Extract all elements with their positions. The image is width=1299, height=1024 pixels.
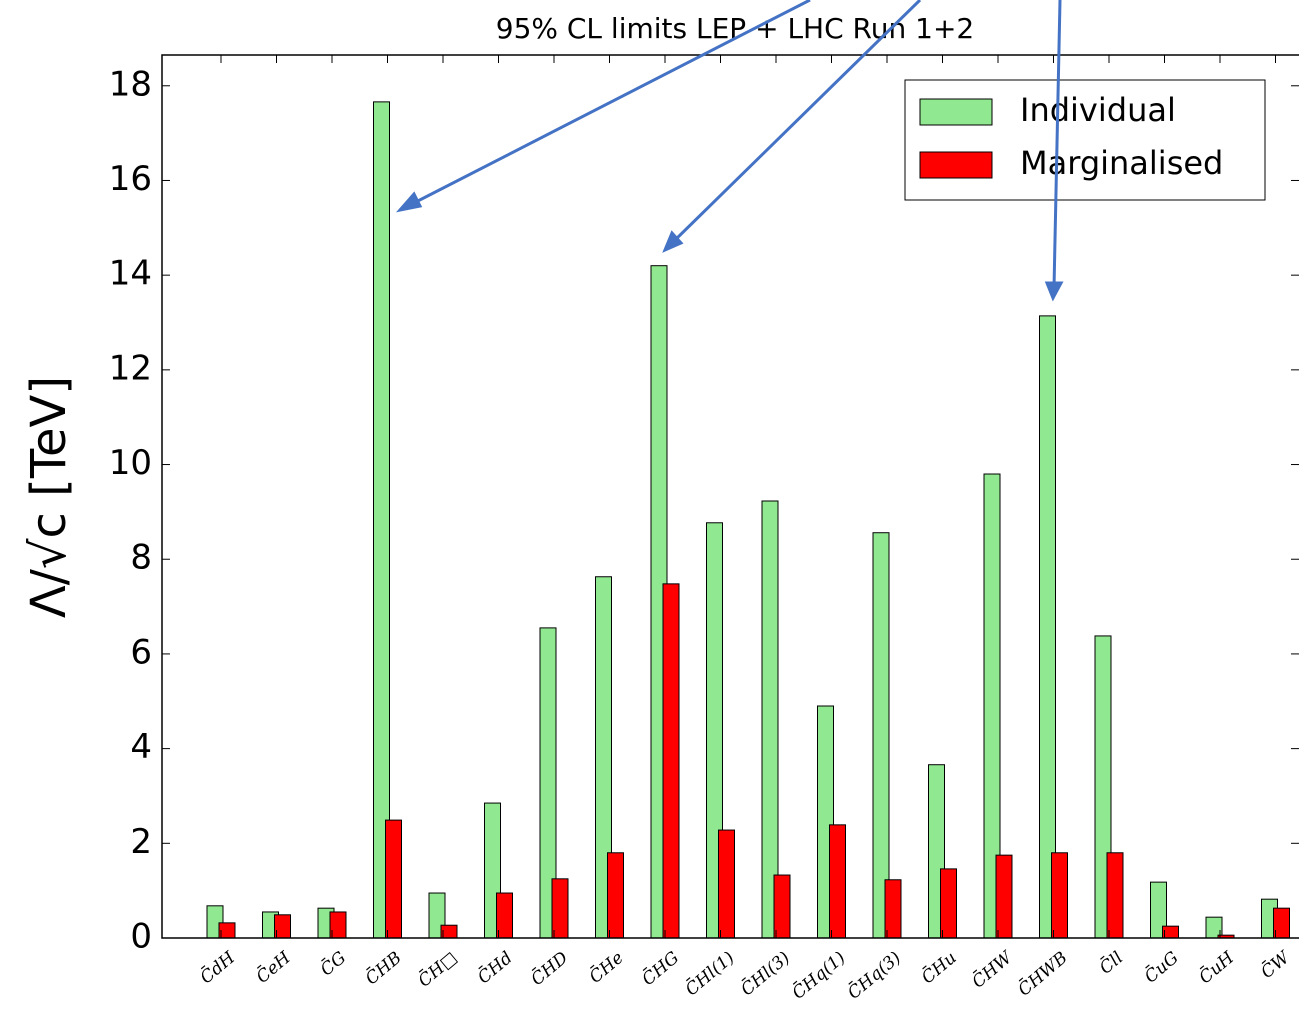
x-tick-label: C̄HG — [637, 946, 683, 990]
x-tick-label: C̄ll — [1095, 946, 1128, 978]
y-tick-label: 16 — [109, 159, 152, 199]
arrow — [670, 0, 922, 245]
x-tick-label: C̄uG — [1140, 946, 1183, 987]
legend-swatch — [919, 151, 993, 179]
y-tick-label: 14 — [109, 254, 152, 294]
bar — [385, 819, 402, 939]
bar — [872, 532, 890, 939]
x-tick-label: C̄H□ — [413, 946, 461, 991]
y-tick-label: 4 — [130, 727, 152, 767]
bar — [551, 878, 569, 939]
arrow — [409, 0, 811, 207]
x-tick-label: C̄HB — [361, 946, 406, 989]
x-tick-label: C̄G — [316, 946, 351, 980]
x-tick-label: C̄W — [1256, 945, 1295, 983]
bar — [662, 583, 680, 939]
y-tick-label: 2 — [130, 822, 152, 862]
y-tick-label: 0 — [130, 917, 152, 957]
legend: Individual Marginalised — [904, 79, 1266, 201]
y-tick-label: 8 — [130, 538, 152, 578]
arrowhead — [395, 191, 423, 213]
legend-swatch — [919, 98, 993, 126]
legend-label: Individual — [1020, 91, 1176, 129]
arrowhead — [1044, 281, 1064, 302]
y-tick-label: 18 — [109, 64, 152, 104]
bar — [773, 874, 791, 939]
y-axis-label: Λ/√c [TeV] — [21, 376, 77, 618]
bar — [1051, 852, 1068, 939]
bar — [995, 854, 1013, 939]
x-tick-label: C̄HW — [967, 945, 1017, 992]
annotation-arrows — [395, 0, 1064, 302]
x-tick-label: C̄Hl(1) — [680, 946, 738, 1000]
y-tick-label: 6 — [130, 632, 152, 672]
x-tick-label: C̄Hl(3) — [736, 946, 794, 1000]
y-tick-label: 10 — [109, 443, 152, 483]
x-tick-label: C̄eH — [251, 946, 295, 988]
arrow — [1052, 0, 1062, 289]
arrowhead — [662, 230, 684, 253]
x-tick-label: C̄Hq(1) — [787, 946, 849, 1003]
bar — [761, 500, 779, 939]
x-tick-label: C̄Hd — [473, 946, 517, 988]
bar — [718, 829, 735, 939]
bar — [829, 824, 846, 939]
bar — [884, 879, 902, 939]
y-tick-label: 12 — [109, 348, 152, 388]
x-tick-label: C̄HWB — [1013, 946, 1071, 1000]
bar — [1039, 315, 1056, 939]
x-tick-label: C̄dH — [195, 946, 240, 989]
bar — [1106, 852, 1124, 939]
x-tick-label: C̄uH — [1194, 946, 1239, 989]
x-tick-label: C̄Hq(3) — [843, 946, 905, 1003]
bar — [373, 101, 390, 939]
x-tick-label: C̄Hu — [917, 946, 961, 988]
legend-label: Marginalised — [1020, 144, 1223, 182]
x-tick-label: C̄HD — [526, 946, 572, 990]
bar — [607, 852, 624, 939]
bar — [940, 868, 957, 939]
plot-frame — [161, 54, 1299, 939]
x-tick-label: C̄He — [584, 946, 627, 987]
